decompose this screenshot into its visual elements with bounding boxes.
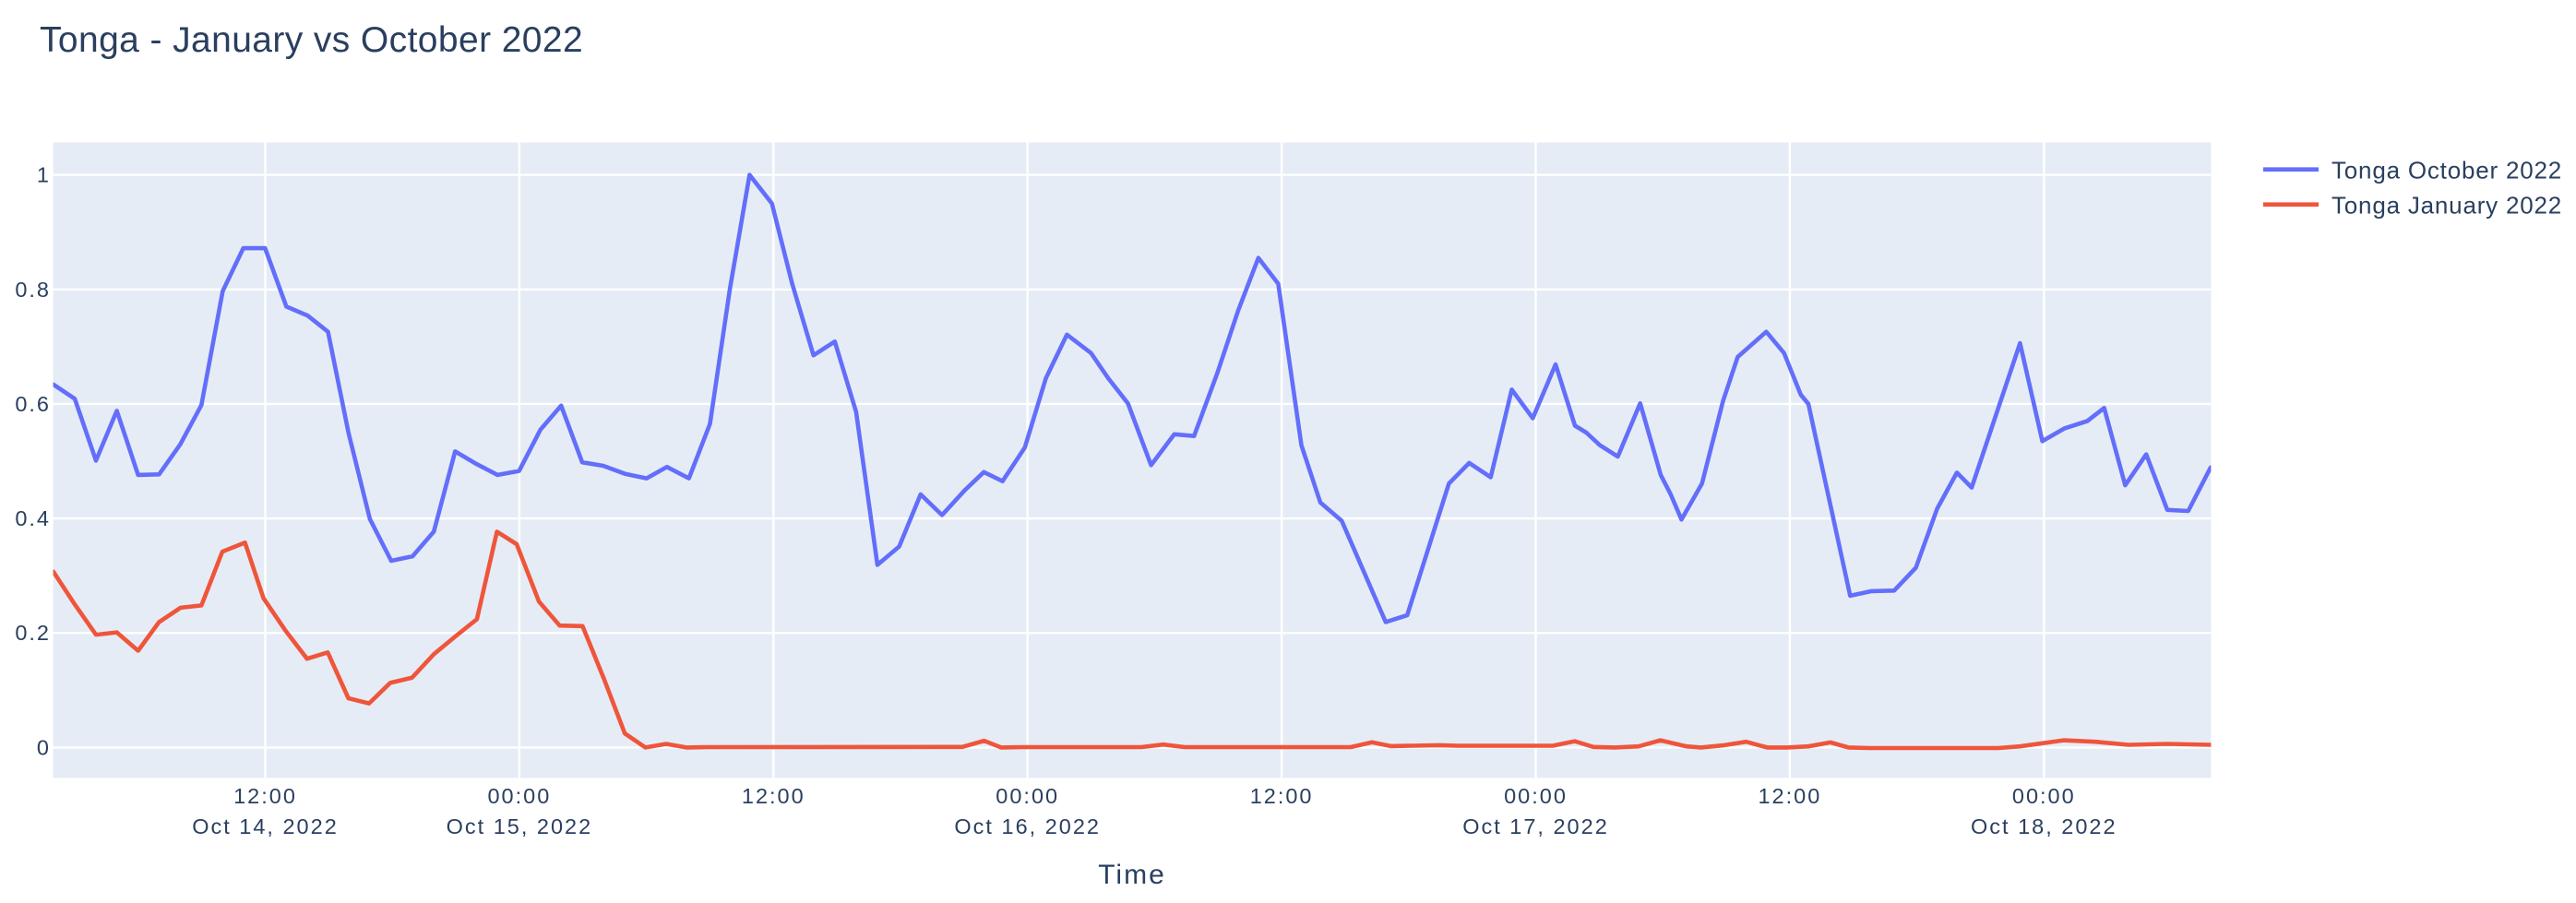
svg-text:Oct 14, 2022: Oct 14, 2022 <box>192 814 339 838</box>
svg-text:Oct 15, 2022: Oct 15, 2022 <box>447 814 593 838</box>
svg-text:00:00: 00:00 <box>996 784 1059 808</box>
svg-text:12:00: 12:00 <box>1250 784 1314 808</box>
svg-text:Tonga January 2022: Tonga January 2022 <box>2332 191 2562 219</box>
svg-text:Tonga October 2022: Tonga October 2022 <box>2332 156 2562 184</box>
svg-text:Oct 16, 2022: Oct 16, 2022 <box>954 814 1101 838</box>
svg-text:0.2: 0.2 <box>15 621 51 645</box>
svg-text:00:00: 00:00 <box>2012 784 2076 808</box>
svg-text:Time: Time <box>1098 860 1166 890</box>
svg-text:Tonga - January vs October 202: Tonga - January vs October 2022 <box>40 20 583 60</box>
svg-text:12:00: 12:00 <box>1758 784 1821 808</box>
svg-text:0: 0 <box>37 735 51 759</box>
svg-text:00:00: 00:00 <box>1504 784 1568 808</box>
svg-text:0.8: 0.8 <box>15 278 51 302</box>
svg-text:00:00: 00:00 <box>487 784 551 808</box>
svg-text:Oct 18, 2022: Oct 18, 2022 <box>1971 814 2117 838</box>
svg-text:12:00: 12:00 <box>233 784 297 808</box>
svg-text:1: 1 <box>37 163 51 187</box>
svg-text:12:00: 12:00 <box>742 784 805 808</box>
svg-text:0.6: 0.6 <box>15 392 51 416</box>
svg-text:0.4: 0.4 <box>15 506 51 530</box>
svg-text:Oct 17, 2022: Oct 17, 2022 <box>1462 814 1609 838</box>
